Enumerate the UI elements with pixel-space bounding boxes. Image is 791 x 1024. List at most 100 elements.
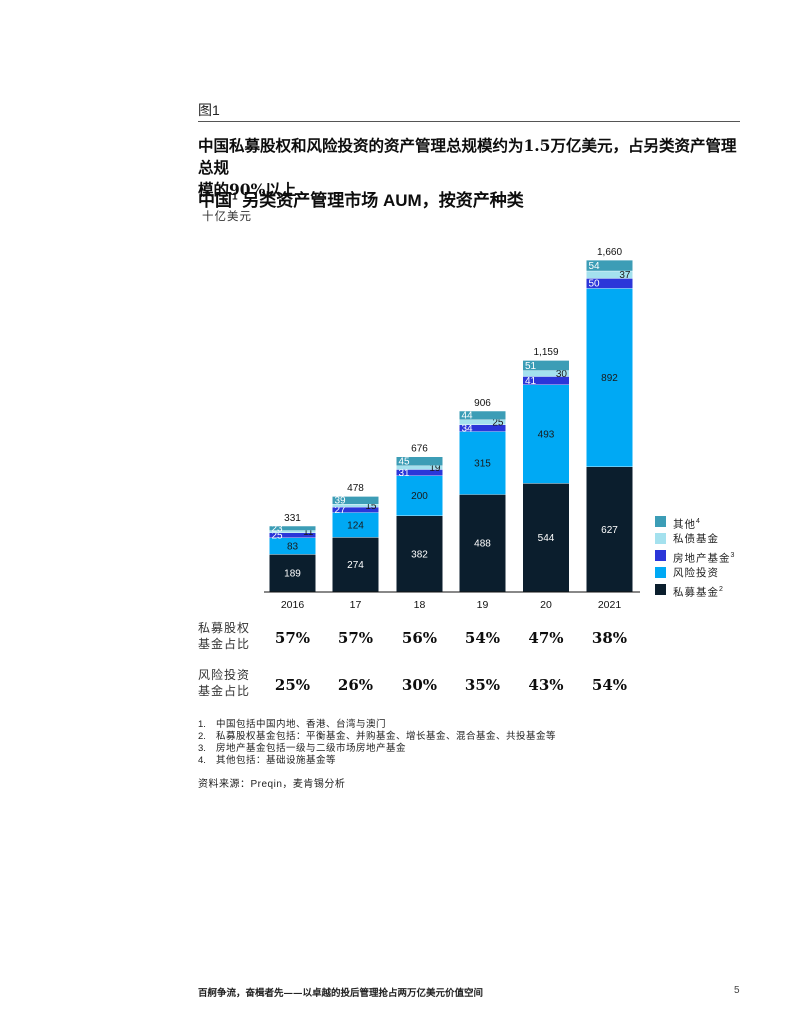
data-label: 544 [538,533,555,544]
pe-share-value: 57% [274,629,311,647]
pe-share-value: 54% [464,629,501,647]
bar-segment-17-1 [332,512,379,538]
footnote-text: 中国包括中国内地、香港、台湾与澳门 [216,719,387,730]
bar-segment-2016-3 [269,530,316,533]
total-label: 676 [411,444,428,455]
pe-share-value: 38% [591,629,628,647]
chart-title-main: 中国 [198,191,232,210]
data-label: 34 [462,424,474,435]
data-label: 51 [525,361,537,372]
data-label: 488 [474,539,491,550]
data-label: 25 [492,418,504,429]
data-label: 83 [287,541,299,552]
page-footer: 百舸争流，奋楫者先——以卓越的投后管理抢占两万亿美元价值空间 [198,988,484,999]
vc-share-label: 风险投资 基金占比 [198,667,250,699]
legend-footnote-marker: 4 [696,518,700,525]
bar-segment-19-3 [459,419,506,425]
bar-segment-19-0 [459,494,506,592]
pe-share-label-line-1: 私募股权 [198,621,251,635]
source-note: 资料来源：Preqin，麦肯锡分析 [198,779,346,790]
data-label: 45 [399,457,411,468]
vc-share-value: 25% [274,676,311,694]
bar-segment-2021-1 [586,288,633,467]
data-label: 493 [538,429,555,440]
data-label: 315 [474,458,491,469]
bar-segment-17-3 [332,504,379,507]
vc-share-value: 26% [337,676,374,694]
total-label: 1,159 [533,347,558,358]
vc-share-value: 35% [464,676,501,694]
bar-segment-18-3 [396,465,443,470]
footnote-text: 私募股权基金包括：平衡基金、并购基金、增长基金、混合基金、共投基金等 [216,731,557,742]
total-label: 478 [347,483,364,494]
vc-share-value: 43% [528,676,564,694]
bar-segment-17-4 [332,496,379,504]
chart-title-rest: 另类资产管理市场 AUM，按资产种类 [237,191,524,210]
bar-segment-18-4 [396,456,443,466]
data-label: 27 [335,505,347,516]
legend-label: 风险投资 [673,567,719,579]
vc-share-value: 30% [401,676,438,694]
data-label: 124 [347,520,364,531]
bar-segment-17-2 [332,507,379,513]
pe-share-value: 47% [528,629,564,647]
footnote-text: 其他包括：基础设施基金等 [216,755,337,766]
legend-label: 其他4 [673,518,700,531]
page-number: 5 [734,985,740,996]
vc-share-label-line-2: 基金占比 [198,684,251,698]
category-label: 19 [477,599,489,611]
category-label: 2016 [281,599,305,611]
bar-segment-19-1 [459,431,506,495]
total-label: 906 [474,398,491,409]
bar-segment-20-0 [523,483,569,592]
legend-footnote-marker: 2 [719,586,723,593]
data-label: 37 [619,270,631,281]
footnote-text: 房地产基金包括一级与二级市场房地产基金 [216,743,407,754]
bar-segment-2016-2 [269,532,316,538]
data-label: 54 [589,261,601,272]
headline-line-1: 中国私募股权和风险投资的资产管理总规模约为1.5万亿美元，占另类资产管理总规 [198,136,737,177]
data-label: 200 [411,491,428,502]
pe-share-label: 私募股权 基金占比 [198,620,250,652]
legend-swatch [655,516,666,527]
data-label: 15 [365,501,377,512]
pe-share-value: 57% [337,629,374,647]
legend-swatch [655,550,666,561]
footnote-number: 4. [198,755,206,766]
bar-segment-2016-0 [269,554,316,592]
data-label: 892 [601,373,618,384]
bar-segment-2021-0 [586,466,633,592]
data-label: 41 [525,376,537,387]
bar-segment-18-2 [396,469,443,476]
bar-segment-19-4 [459,410,506,420]
data-label: 382 [411,549,428,560]
data-label: 25 [272,531,284,542]
bar-segment-2021-2 [586,278,633,289]
data-label: 627 [601,525,618,536]
bar-segment-18-0 [396,515,443,592]
data-label: 30 [556,369,568,380]
bar-segment-2016-4 [269,525,316,531]
bar-segment-2016-1 [269,537,316,555]
figure-label: 图1 [198,102,220,118]
pe-share-value: 56% [401,629,438,647]
category-label: 17 [350,599,362,611]
vc-share-value: 54% [591,676,628,694]
bar-segment-19-2 [459,424,506,432]
total-label: 331 [284,513,301,524]
chart-title-footnote-marker: 1 [232,191,238,203]
headline: 中国私募股权和风险投资的资产管理总规模约为1.5万亿美元，占另类资产管理总规 模… [198,135,746,201]
data-label: 11 [303,527,314,538]
footnote-number: 1. [198,719,206,730]
bar-segment-20-4 [523,360,569,371]
legend-label: 房地产基金3 [673,552,735,565]
legend-swatch [655,533,666,544]
bar-segment-17-0 [332,537,379,592]
vc-share-label-line-1: 风险投资 [198,668,251,682]
footnote-number: 2. [198,731,206,742]
data-label: 44 [462,411,474,422]
category-label: 20 [540,599,552,611]
bar-segment-20-1 [523,384,569,484]
chart-title: 中国1 另类资产管理市场 AUM，按资产种类 [198,186,524,211]
